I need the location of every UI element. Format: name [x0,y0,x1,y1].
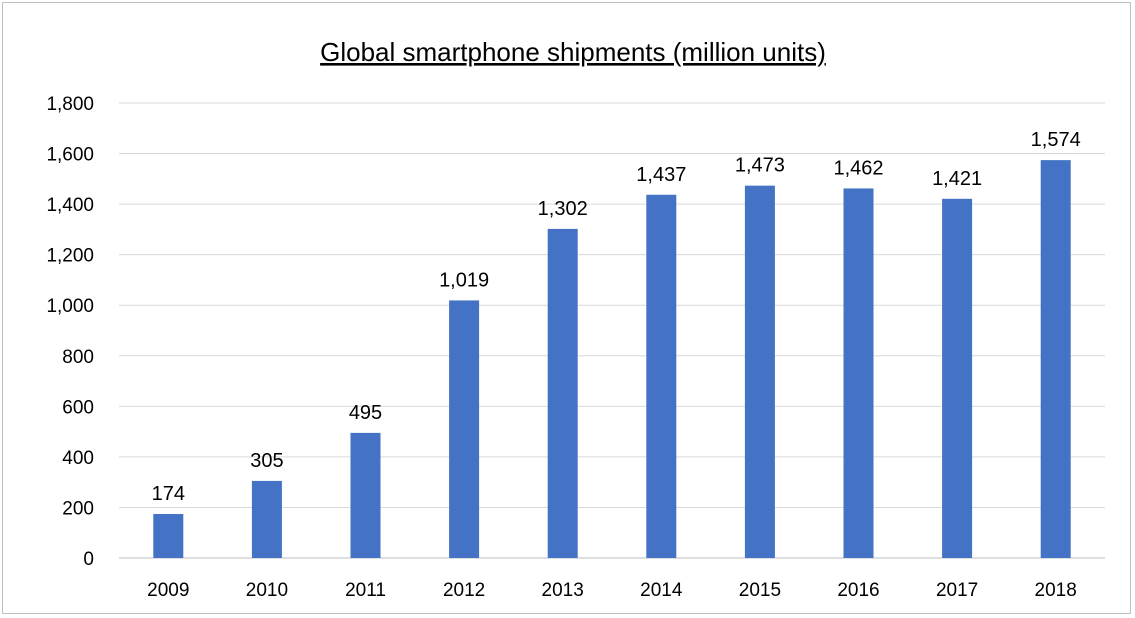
data-label: 1,302 [538,198,588,220]
x-tick-label: 2010 [246,580,288,601]
y-tick-label: 400 [62,448,94,469]
bars [153,160,1071,559]
data-label: 1,421 [932,168,982,190]
data-label: 495 [349,402,382,424]
y-tick-label: 1,000 [46,296,94,317]
bar [547,228,578,558]
data-label: 305 [250,450,283,472]
chart-title: Global smartphone shipments (million uni… [320,37,826,67]
y-tick-label: 1,200 [46,246,94,267]
y-tick-label: 0 [83,549,94,570]
bar-chart: Global smartphone shipments (million uni… [46,37,1105,601]
x-tick-label: 2015 [739,580,781,601]
data-label: 1,437 [636,164,686,186]
x-tick-label: 2012 [443,580,485,601]
bar [1040,160,1071,558]
data-label: 1,019 [439,269,489,291]
bar [744,185,775,559]
x-axis-tick-labels: 2009 2010 2011 2012 2013 2014 2015 2016 2017 2018 [147,580,1077,601]
x-tick-label: 2009 [147,580,189,601]
x-tick-label: 2018 [1035,580,1077,601]
bar [153,514,184,558]
y-tick-label: 1,800 [46,94,94,115]
bar [843,188,874,558]
data-label: 174 [152,483,185,505]
gridlines [119,102,1105,559]
x-tick-label: 2017 [936,580,978,601]
bar [350,432,381,558]
y-tick-label: 1,400 [46,195,94,216]
y-tick-label: 600 [62,397,94,418]
x-tick-label: 2014 [640,580,683,601]
bar [449,300,480,558]
bar [646,194,677,558]
y-axis-tick-labels: 0 200 400 600 800 1,000 1,200 1,400 1,600 1,800 [46,94,94,570]
x-tick-label: 2011 [345,580,386,601]
x-tick-label: 2013 [542,580,584,601]
data-label: 1,473 [735,155,785,177]
data-label: 1,574 [1031,129,1081,151]
data-labels: 174 305 495 1,019 1,302 1,437 1,473 1,462 1,421 1… [152,129,1081,505]
bar [942,198,973,558]
bar [251,480,282,558]
y-tick-label: 200 [62,498,94,519]
data-label: 1,462 [833,157,883,179]
y-tick-label: 1,600 [46,145,94,166]
y-tick-label: 800 [62,347,94,368]
x-tick-label: 2016 [837,580,879,601]
